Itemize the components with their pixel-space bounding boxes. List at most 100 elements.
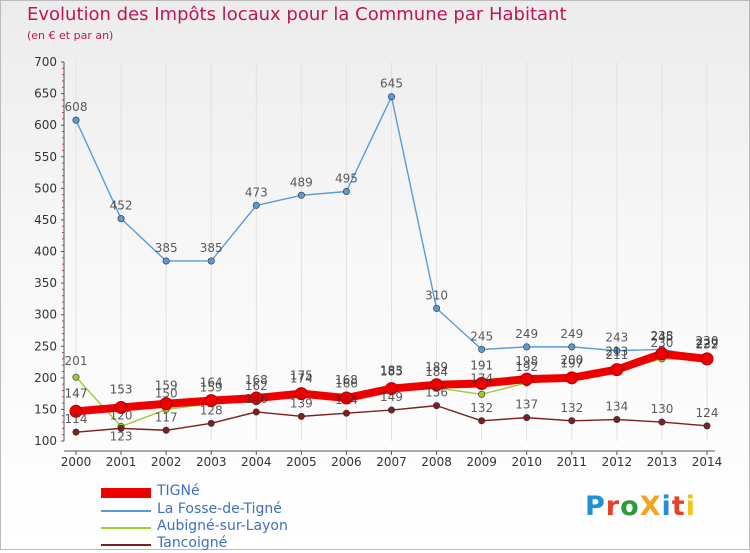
data-label: 489 xyxy=(290,175,313,189)
logo-letter: t xyxy=(671,491,686,522)
data-point xyxy=(72,116,80,124)
data-label: 197 xyxy=(560,357,583,371)
data-label: 130 xyxy=(650,402,673,416)
data-label: 117 xyxy=(155,410,178,424)
data-label: 128 xyxy=(200,403,223,417)
data-point xyxy=(613,347,621,355)
x-tick-label: 2014 xyxy=(692,455,723,469)
data-label: 473 xyxy=(245,185,268,199)
data-label: 230 xyxy=(650,336,673,350)
data-label: 249 xyxy=(515,327,538,341)
data-label: 175 xyxy=(290,369,313,383)
data-point xyxy=(387,93,395,101)
data-point xyxy=(249,391,263,405)
logo-letter: o xyxy=(620,491,640,522)
y-tick-label: 300 xyxy=(34,308,57,322)
data-point xyxy=(297,191,305,199)
data-point xyxy=(72,373,80,381)
y-tick-label: 350 xyxy=(34,276,57,290)
x-tick-label: 2004 xyxy=(241,455,272,469)
data-point xyxy=(114,401,128,415)
y-tick-label: 250 xyxy=(34,339,57,353)
logo-letter: r xyxy=(605,491,621,522)
y-tick-label: 650 xyxy=(34,87,57,101)
data-label: 191 xyxy=(470,359,493,373)
logo-letter: X xyxy=(639,491,662,522)
data-label: 159 xyxy=(155,379,178,393)
data-label: 245 xyxy=(470,329,493,343)
series-3 xyxy=(72,402,711,436)
data-point xyxy=(613,416,621,424)
data-label: 159 xyxy=(200,381,223,395)
x-tick-label: 2000 xyxy=(61,455,92,469)
data-label: 156 xyxy=(425,386,448,400)
data-point xyxy=(385,382,398,396)
x-tick-label: 2006 xyxy=(331,455,362,469)
data-point xyxy=(207,257,215,265)
logo-letter: i xyxy=(685,491,696,522)
data-label: 192 xyxy=(515,360,538,374)
data-point xyxy=(207,419,215,427)
x-tick-label: 2003 xyxy=(196,455,227,469)
data-label: 608 xyxy=(65,100,88,114)
x-tick-label: 2001 xyxy=(106,455,137,469)
data-label: 149 xyxy=(380,390,403,404)
chart-subtitle: (en € et par an) xyxy=(27,29,114,42)
x-tick-label: 2010 xyxy=(511,455,542,469)
data-label: 452 xyxy=(110,199,133,213)
data-point xyxy=(69,404,83,418)
data-label: 230 xyxy=(696,334,719,348)
data-label: 213 xyxy=(605,345,628,359)
data-label: 120 xyxy=(110,408,133,422)
data-point xyxy=(294,387,308,401)
data-label: 185 xyxy=(380,364,403,378)
data-point xyxy=(523,343,531,351)
y-tick-label: 100 xyxy=(34,434,57,448)
x-tick-label: 2012 xyxy=(602,455,633,469)
x-tick-label: 2002 xyxy=(151,455,182,469)
data-point xyxy=(162,257,170,265)
data-point xyxy=(610,363,624,377)
data-point xyxy=(252,408,260,416)
data-point xyxy=(568,417,576,425)
data-point xyxy=(162,426,170,434)
data-label: 198 xyxy=(515,354,538,368)
legend-swatch xyxy=(101,488,151,498)
data-label: 174 xyxy=(470,371,493,385)
data-point xyxy=(703,422,711,430)
data-label: 174 xyxy=(290,371,313,385)
data-point xyxy=(252,201,260,209)
data-point xyxy=(523,414,531,422)
data-point xyxy=(297,412,305,420)
data-label: 249 xyxy=(560,327,583,341)
data-point xyxy=(430,378,444,392)
data-label: 310 xyxy=(425,288,448,302)
data-point xyxy=(478,390,486,398)
y-tick-label: 600 xyxy=(34,118,57,132)
data-label: 495 xyxy=(335,171,358,185)
x-tick-label: 2008 xyxy=(421,455,452,469)
data-label: 139 xyxy=(290,396,313,410)
data-label: 385 xyxy=(200,241,223,255)
data-point xyxy=(520,372,534,386)
legend-label: Tancoigné xyxy=(157,535,228,551)
data-label: 243 xyxy=(605,331,628,345)
data-label: 124 xyxy=(696,406,719,420)
data-label: 385 xyxy=(155,241,178,255)
data-point xyxy=(478,345,486,353)
data-label: 168 xyxy=(245,373,268,387)
y-tick-label: 700 xyxy=(34,55,57,69)
data-point xyxy=(342,409,350,417)
data-point xyxy=(72,428,80,436)
data-label: 162 xyxy=(245,379,268,393)
y-tick-label: 200 xyxy=(34,371,57,385)
data-point xyxy=(433,304,441,312)
data-label: 132 xyxy=(560,401,583,415)
data-point xyxy=(159,397,173,411)
y-tick-label: 550 xyxy=(34,150,57,164)
logo-letter: i xyxy=(661,491,672,522)
data-label: 153 xyxy=(110,383,133,397)
legend-swatch xyxy=(101,544,151,546)
data-point xyxy=(204,394,218,408)
series-0 xyxy=(69,347,714,418)
